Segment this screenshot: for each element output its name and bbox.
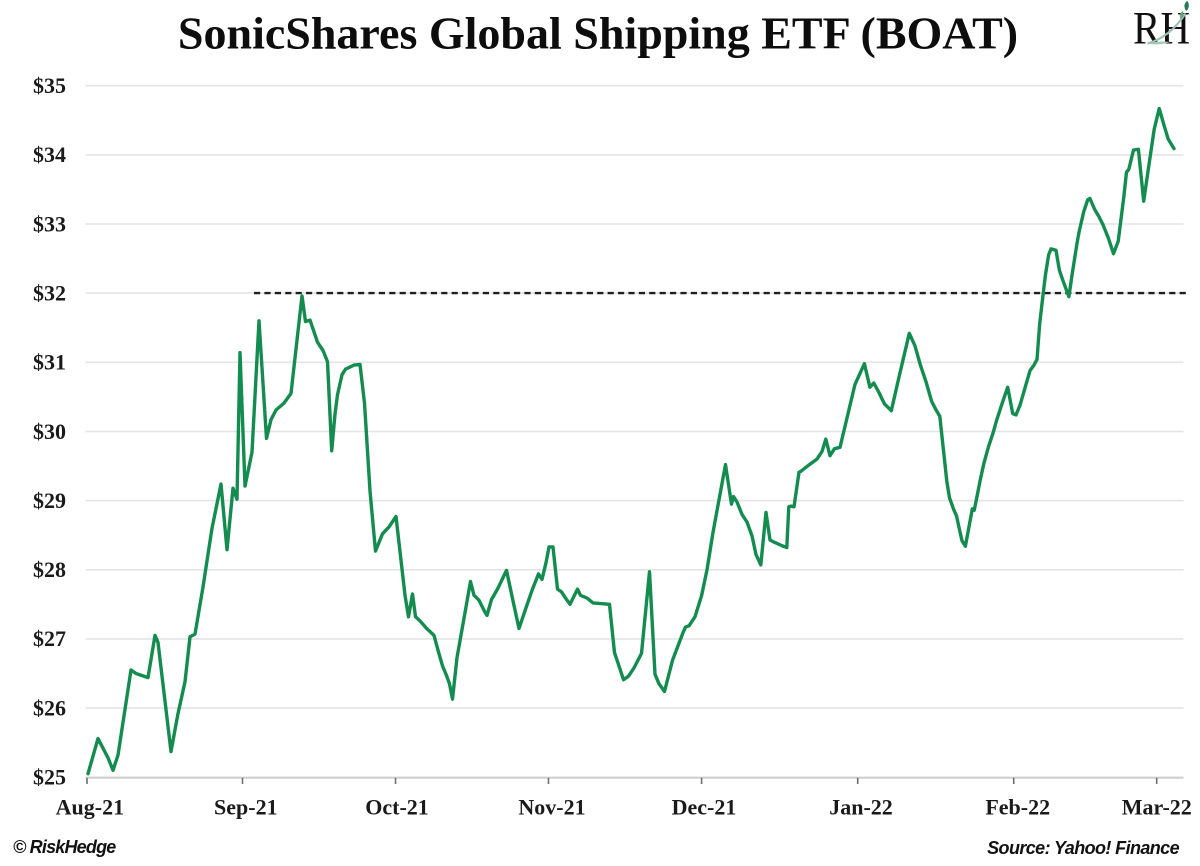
- svg-text:$35: $35: [33, 73, 66, 98]
- svg-text:Aug-21: Aug-21: [56, 795, 124, 820]
- svg-text:$26: $26: [33, 695, 66, 720]
- svg-text:$27: $27: [33, 626, 66, 651]
- svg-text:Jan-22: Jan-22: [829, 795, 893, 820]
- svg-text:$29: $29: [33, 488, 66, 513]
- svg-text:Sep-21: Sep-21: [214, 795, 278, 820]
- svg-text:Nov-21: Nov-21: [518, 795, 585, 820]
- svg-text:© RiskHedge: © RiskHedge: [13, 837, 116, 857]
- svg-text:$32: $32: [33, 280, 66, 305]
- svg-text:$28: $28: [33, 557, 66, 582]
- svg-text:$25: $25: [33, 765, 66, 790]
- svg-text:Oct-21: Oct-21: [365, 795, 429, 820]
- svg-text:$33: $33: [33, 211, 66, 236]
- svg-text:$34: $34: [33, 142, 66, 167]
- svg-text:Source: Yahoo! Finance: Source: Yahoo! Finance: [987, 838, 1179, 858]
- svg-text:SonicShares Global Shipping ET: SonicShares Global Shipping ETF (BOAT): [178, 8, 1018, 59]
- svg-text:Mar-22: Mar-22: [1122, 795, 1192, 820]
- svg-text:Dec-21: Dec-21: [672, 795, 737, 820]
- svg-text:Feb-22: Feb-22: [985, 795, 1050, 820]
- svg-text:RH: RH: [1133, 2, 1190, 54]
- svg-text:$30: $30: [33, 419, 66, 444]
- svg-text:$31: $31: [33, 350, 66, 375]
